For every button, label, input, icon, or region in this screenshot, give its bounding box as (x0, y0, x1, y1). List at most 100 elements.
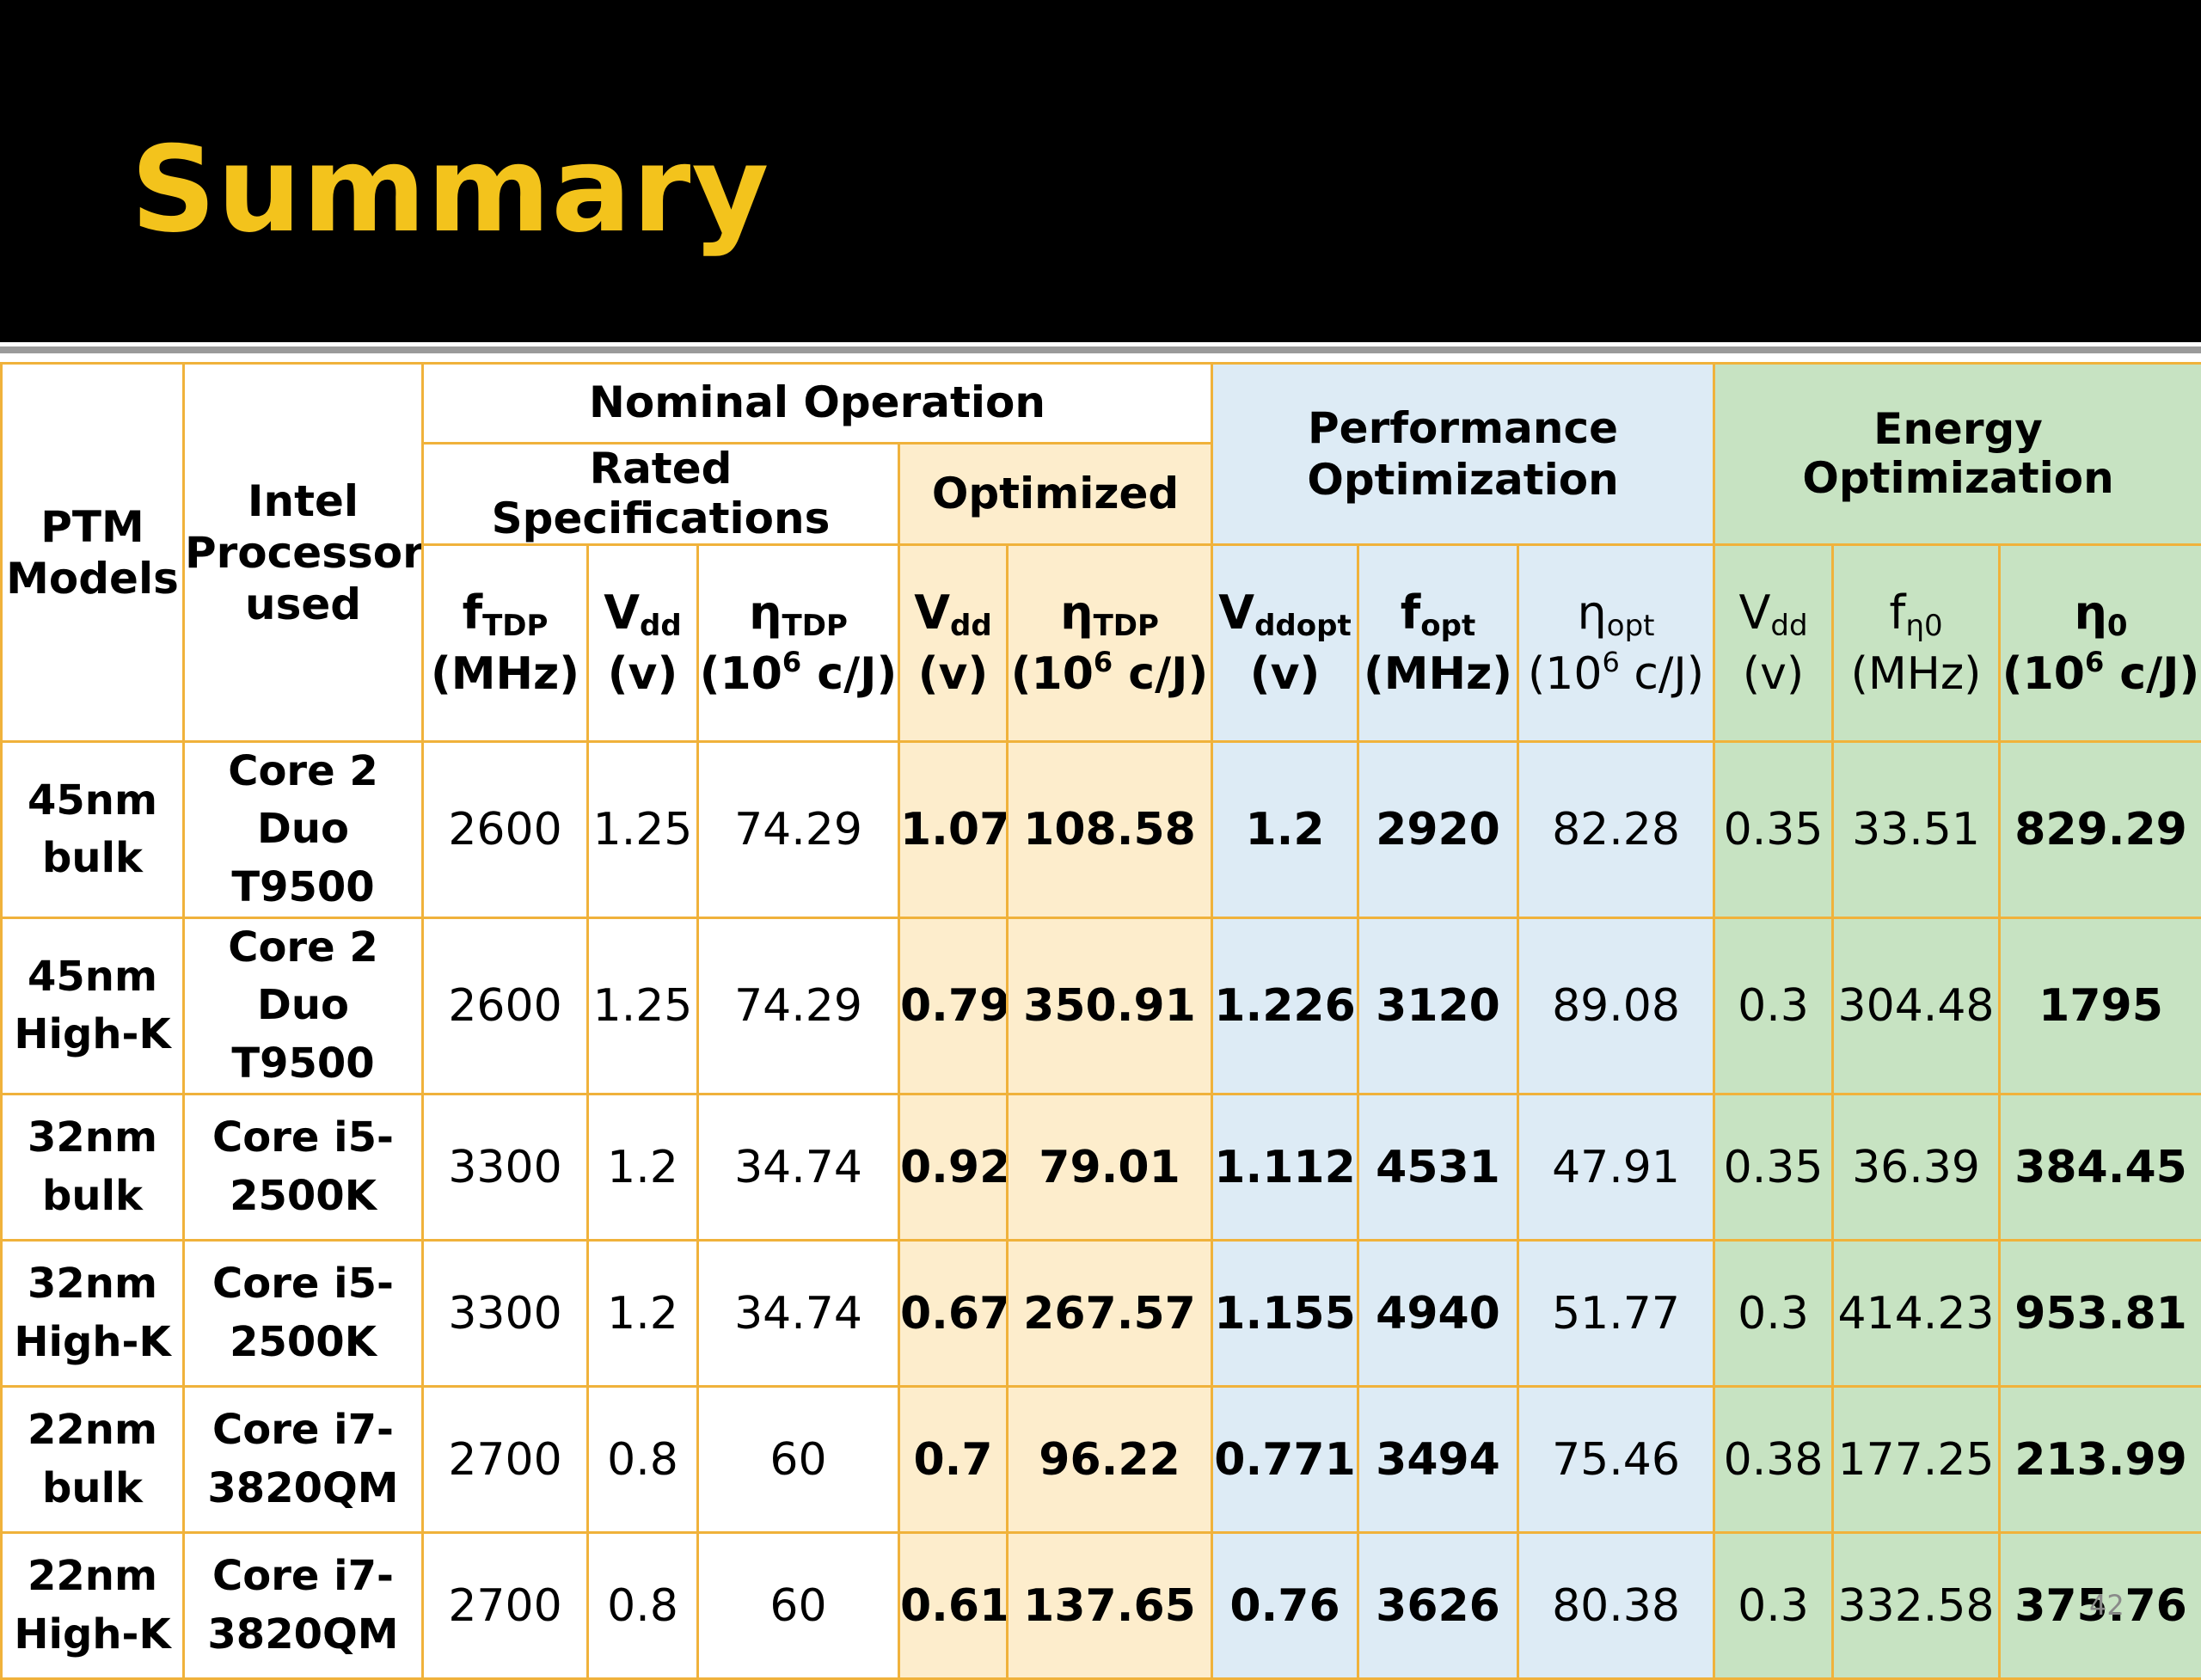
cell-eta-tdp-optimized: 79.01 (1008, 1094, 1212, 1241)
column-header-f-tdp: fTDP(MHz) (423, 545, 588, 742)
cell-vdd-rated: 1.2 (588, 1241, 698, 1387)
cell-vdd-opt: 1.226 (1212, 918, 1358, 1094)
cell-vdd-rated: 1.25 (588, 918, 698, 1094)
column-header-vdd-rated: Vdd(v) (588, 545, 698, 742)
cell-vdd-optimized: 0.61 (899, 1533, 1008, 1679)
cell-eta-tdp-optimized: 108.58 (1008, 742, 1212, 918)
cell-f-opt: 4940 (1358, 1241, 1518, 1387)
column-header-vdd-optimized: Vdd(v) (899, 545, 1008, 742)
column-header-f-opt: fopt(MHz) (1358, 545, 1518, 742)
cell-eta0: 953.81 (2000, 1241, 2201, 1387)
cell-vdd-opt: 0.76 (1212, 1533, 1358, 1679)
cell-processor: Core i7-3820QM (184, 1533, 423, 1679)
cell-eta-opt: 82.28 (1518, 742, 1714, 918)
cell-f-tdp: 3300 (423, 1241, 588, 1387)
cell-processor: Core i5-2500K (184, 1241, 423, 1387)
cell-eta-tdp-rated: 74.29 (698, 918, 899, 1094)
cell-vdd-opt: 1.112 (1212, 1094, 1358, 1241)
cell-processor: Core i5-2500K (184, 1094, 423, 1241)
page-number: 42 (2089, 1589, 2124, 1622)
slide-title: Summary (131, 120, 769, 259)
cell-vdd-energy: 0.3 (1714, 1241, 1833, 1387)
cell-eta-opt: 80.38 (1518, 1533, 1714, 1679)
header-intel-processor: Intel Processor used (184, 364, 423, 742)
cell-vdd-rated: 1.25 (588, 742, 698, 918)
column-header-vdd-energy: Vdd(v) (1714, 545, 1833, 742)
header-nominal-operation: Nominal Operation (423, 364, 1212, 444)
cell-processor: Core i7-3820QM (184, 1387, 423, 1533)
column-header-eta0: η0(106 c/J) (2000, 545, 2201, 742)
cell-f-eta0: 36.39 (1833, 1094, 2000, 1241)
cell-vdd-optimized: 0.67 (899, 1241, 1008, 1387)
header-performance-optimization: Performance Optimization (1212, 364, 1714, 545)
cell-vdd-energy: 0.3 (1714, 918, 1833, 1094)
cell-f-eta0: 177.25 (1833, 1387, 2000, 1533)
cell-eta-opt: 75.46 (1518, 1387, 1714, 1533)
cell-vdd-opt: 1.155 (1212, 1241, 1358, 1387)
cell-f-tdp: 2700 (423, 1533, 588, 1679)
cell-f-eta0: 332.58 (1833, 1533, 2000, 1679)
cell-vdd-energy: 0.3 (1714, 1533, 1833, 1679)
cell-vdd-energy: 0.38 (1714, 1387, 1833, 1533)
cell-eta-opt: 89.08 (1518, 918, 1714, 1094)
column-header-f-eta0: fη0(MHz) (1833, 545, 2000, 742)
cell-vdd-rated: 1.2 (588, 1094, 698, 1241)
cell-vdd-optimized: 0.7 (899, 1387, 1008, 1533)
cell-eta0: 1795 (2000, 918, 2201, 1094)
cell-f-tdp: 2700 (423, 1387, 588, 1533)
title-divider (0, 346, 2201, 353)
cell-vdd-rated: 0.8 (588, 1387, 698, 1533)
cell-vdd-optimized: 0.79 (899, 918, 1008, 1094)
column-header-eta-opt: ηopt(106 c/J) (1518, 545, 1714, 742)
cell-f-opt: 3120 (1358, 918, 1518, 1094)
cell-f-tdp: 3300 (423, 1094, 588, 1241)
cell-f-opt: 4531 (1358, 1094, 1518, 1241)
cell-eta-tdp-rated: 60 (698, 1533, 899, 1679)
cell-eta-tdp-rated: 34.74 (698, 1094, 899, 1241)
cell-f-opt: 2920 (1358, 742, 1518, 918)
cell-vdd-energy: 0.35 (1714, 742, 1833, 918)
cell-f-eta0: 33.51 (1833, 742, 2000, 918)
cell-eta-tdp-optimized: 96.22 (1008, 1387, 1212, 1533)
cell-eta-tdp-optimized: 137.65 (1008, 1533, 1212, 1679)
cell-f-tdp: 2600 (423, 742, 588, 918)
cell-vdd-energy: 0.35 (1714, 1094, 1833, 1241)
cell-vdd-optimized: 1.07 (899, 742, 1008, 918)
header-energy-optimization: Energy Optimization (1714, 364, 2201, 545)
cell-eta-tdp-rated: 60 (698, 1387, 899, 1533)
cell-f-eta0: 414.23 (1833, 1241, 2000, 1387)
cell-f-eta0: 304.48 (1833, 918, 2000, 1094)
cell-eta-tdp-optimized: 350.91 (1008, 918, 1212, 1094)
cell-eta-tdp-rated: 34.74 (698, 1241, 899, 1387)
column-header-vdd-opt: Vddopt(v) (1212, 545, 1358, 742)
cell-eta0: 829.29 (2000, 742, 2201, 918)
cell-vdd-opt: 1.2 (1212, 742, 1358, 918)
header-optimized: Optimized (899, 444, 1212, 545)
column-header-eta-tdp-rated: ηTDP(106 c/J) (698, 545, 899, 742)
summary-table: PTM Models Intel Processor used Nominal … (0, 362, 2201, 1680)
cell-vdd-rated: 0.8 (588, 1533, 698, 1679)
cell-f-opt: 3494 (1358, 1387, 1518, 1533)
cell-f-opt: 3626 (1358, 1533, 1518, 1679)
cell-eta-tdp-rated: 74.29 (698, 742, 899, 918)
cell-f-tdp: 2600 (423, 918, 588, 1094)
cell-vdd-opt: 0.771 (1212, 1387, 1358, 1533)
cell-vdd-optimized: 0.92 (899, 1094, 1008, 1241)
cell-eta-opt: 47.91 (1518, 1094, 1714, 1241)
cell-eta0: 384.45 (2000, 1094, 2201, 1241)
cell-eta-opt: 51.77 (1518, 1241, 1714, 1387)
